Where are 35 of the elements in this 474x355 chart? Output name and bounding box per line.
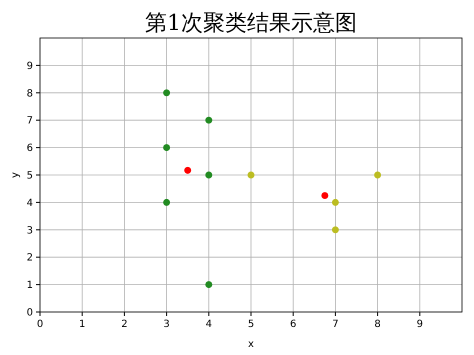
x-tick-label: 9 — [416, 319, 423, 330]
x-tick-label: 0 — [36, 319, 44, 330]
point — [205, 281, 212, 288]
point — [248, 172, 254, 178]
x-tick-label: 7 — [332, 319, 339, 330]
x-axis-title: x — [248, 339, 254, 350]
y-tick-label: 8 — [26, 88, 33, 100]
y-tick-label: 2 — [26, 252, 33, 264]
point — [163, 89, 170, 96]
y-tick-label: 7 — [26, 116, 33, 127]
y-tick-label: 9 — [26, 60, 33, 72]
x-tick-label: 8 — [374, 319, 381, 330]
point — [332, 198, 339, 206]
y-tick-label: 5 — [26, 170, 33, 182]
point — [205, 116, 212, 124]
point — [321, 192, 328, 200]
point — [332, 226, 339, 234]
y-tick-label: 0 — [26, 308, 33, 318]
point — [374, 172, 382, 178]
x-tick-label: 5 — [248, 319, 254, 330]
y-tick-label: 4 — [26, 198, 33, 209]
point — [184, 166, 192, 174]
chart-title: 第1次聚类结果示意图 — [145, 11, 357, 36]
point — [205, 172, 212, 178]
x-tick-label: 6 — [290, 319, 296, 330]
x-tick-label: 3 — [163, 319, 170, 330]
y-tick-label: 1 — [26, 280, 33, 292]
y-axis-title: y — [10, 172, 21, 178]
point — [163, 198, 170, 206]
point — [163, 144, 170, 152]
y-tick-label: 3 — [26, 225, 33, 236]
x-tick-label: 1 — [79, 319, 86, 330]
x-tick-label: 4 — [206, 319, 212, 330]
x-tick-label: 2 — [121, 319, 128, 330]
y-tick-label: 6 — [26, 143, 33, 154]
